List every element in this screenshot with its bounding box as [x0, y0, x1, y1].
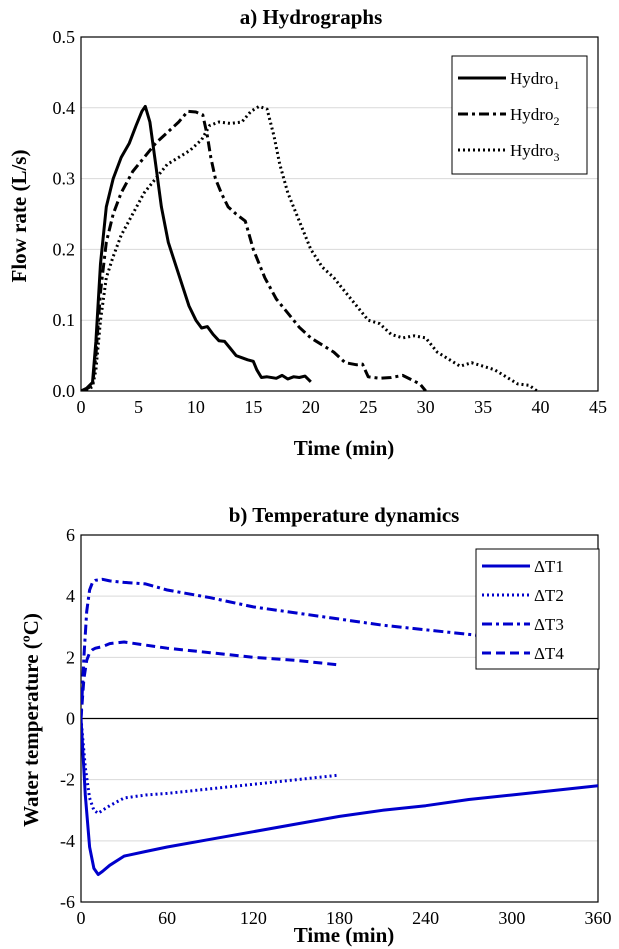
y-axis-label: Flow rate (L/s): [7, 150, 31, 283]
x-tick-label: 180: [326, 908, 353, 928]
x-tick-label: 120: [240, 908, 267, 928]
x-tick-label: 60: [158, 908, 176, 928]
x-tick-label: 25: [359, 397, 377, 417]
y-tick-label: 0.2: [53, 239, 76, 259]
y-tick-label: -4: [60, 831, 75, 851]
y-tick-label: 0.1: [53, 310, 76, 330]
temperature-chart: b) Temperature dynamics Water temperatur…: [19, 503, 612, 947]
x-tick-label: 20: [302, 397, 320, 417]
y-tick-label: 0.5: [53, 27, 76, 47]
legend-label: Hydro1: [510, 69, 559, 92]
x-tick-label: 240: [412, 908, 439, 928]
series-line: [81, 577, 598, 719]
series-line: [81, 718, 598, 876]
series-line: [81, 640, 340, 719]
legend-label: ΔT3: [534, 615, 564, 634]
x-tick-label: 300: [498, 908, 525, 928]
y-tick-label: -6: [60, 892, 75, 912]
y-tick-label: 0.0: [53, 381, 76, 401]
x-axis-label: Time (min): [294, 436, 395, 460]
x-tick-label: 0: [77, 397, 86, 417]
y-tick-label: 0.3: [53, 169, 76, 189]
y-tick-label: 0.4: [53, 98, 76, 118]
series-line: [81, 718, 340, 815]
hydrographs-chart: a) Hydrographs Flow rate (L/s) Time (min…: [7, 5, 607, 460]
x-tick-label: 5: [134, 397, 143, 417]
legend-label: Hydro3: [510, 141, 559, 164]
series-line: [81, 109, 427, 391]
y-tick-label: 0: [66, 709, 75, 729]
x-tick-label: 30: [417, 397, 435, 417]
legend-label: ΔT1: [534, 557, 564, 576]
x-tick-label: 360: [585, 908, 612, 928]
x-tick-label: 15: [244, 397, 262, 417]
x-axis-label: Time (min): [294, 923, 395, 947]
y-tick-label: -2: [60, 770, 75, 790]
chart-title: b) Temperature dynamics: [229, 503, 460, 527]
y-tick-label: 2: [66, 647, 75, 667]
x-tick-label: 45: [589, 397, 607, 417]
y-tick-label: 6: [66, 525, 75, 545]
plot-frame: [80, 36, 599, 392]
x-tick-label: 0: [77, 908, 86, 928]
x-tick-label: 40: [532, 397, 550, 417]
legend-box: [475, 548, 600, 670]
series-line: [81, 104, 312, 391]
x-tick-label: 35: [474, 397, 492, 417]
legend-label: ΔT2: [534, 586, 564, 605]
y-axis-label: Water temperature (ºC): [19, 613, 43, 827]
legend-label: Hydro2: [510, 105, 559, 128]
chart-title: a) Hydrographs: [240, 5, 383, 29]
x-tick-label: 10: [187, 397, 205, 417]
legend-label: ΔT4: [534, 644, 564, 663]
y-tick-label: 4: [66, 586, 75, 606]
